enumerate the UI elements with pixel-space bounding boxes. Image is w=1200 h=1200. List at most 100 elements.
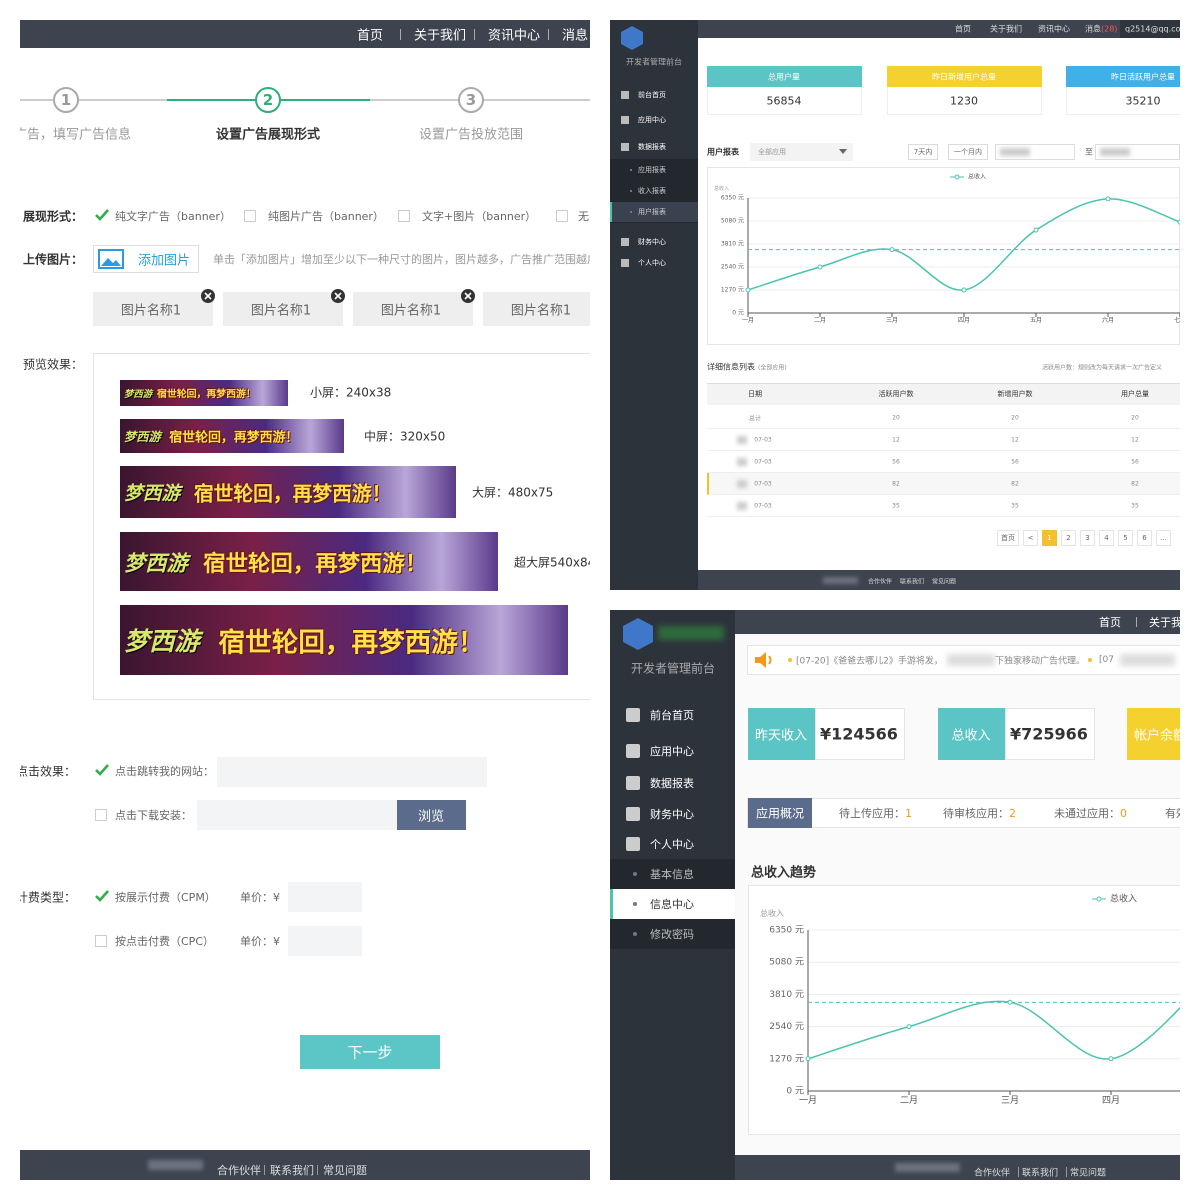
- footer-link[interactable]: 联系我们: [900, 578, 925, 586]
- stat-value: 1230: [950, 94, 978, 108]
- checkbox[interactable]: [244, 210, 256, 222]
- url-input[interactable]: [217, 757, 487, 787]
- menu-item[interactable]: 前台首页: [638, 91, 666, 99]
- nav-item[interactable]: 关于我们: [1149, 616, 1180, 629]
- page-button[interactable]: [1156, 530, 1171, 546]
- page-button[interactable]: [1080, 530, 1095, 546]
- checkbox[interactable]: [556, 210, 568, 222]
- nav-separator: [548, 29, 549, 40]
- table-cell: 07-03: [754, 436, 772, 444]
- status-item[interactable]: 有效: [1165, 805, 1180, 821]
- nav-item[interactable]: 关于我们: [990, 24, 1022, 34]
- menu-item[interactable]: 个人中心: [650, 838, 694, 851]
- browse-button[interactable]: 浏览: [397, 800, 466, 830]
- menu-item[interactable]: 数据报表: [638, 143, 666, 151]
- data-point: [961, 287, 967, 293]
- menu-item[interactable]: 财务中心: [638, 238, 666, 246]
- y-tick-label: 1270 元: [721, 287, 744, 294]
- page-button[interactable]: [1061, 530, 1076, 546]
- arrow: [839, 149, 847, 154]
- file-input[interactable]: [197, 800, 397, 830]
- menu-item[interactable]: 基本信息: [650, 868, 694, 881]
- nav-item[interactable]: 消息: [562, 28, 589, 44]
- nav-item[interactable]: 首页: [357, 28, 384, 44]
- price-input[interactable]: [288, 926, 362, 956]
- image-name-box: [93, 292, 213, 326]
- price-input[interactable]: [288, 882, 362, 912]
- overview-tab[interactable]: 应用概况: [748, 798, 812, 828]
- menu-item[interactable]: 应用报表: [638, 166, 666, 174]
- nav-item[interactable]: 消息(28): [1085, 24, 1117, 35]
- next-button[interactable]: 下一步: [300, 1035, 440, 1069]
- menu-item[interactable]: 用户报表: [638, 208, 666, 216]
- menu-icon: [621, 91, 629, 99]
- notice-blur: [1120, 654, 1175, 666]
- menu-item[interactable]: 个人中心: [638, 259, 666, 267]
- checkbox[interactable]: [95, 935, 107, 947]
- range-label: 7天内: [913, 148, 933, 156]
- range-button[interactable]: [908, 144, 938, 160]
- stat-value: ¥124566: [820, 724, 898, 744]
- footer-link[interactable]: 联系我们: [270, 1164, 314, 1177]
- menu-item[interactable]: 前台首页: [650, 709, 694, 722]
- step-number: 2: [262, 91, 274, 109]
- menu-item[interactable]: 应用中心: [638, 116, 666, 124]
- notice-blur: [947, 654, 995, 666]
- menu-item[interactable]: 应用中心: [650, 745, 694, 758]
- page-button[interactable]: [1042, 530, 1057, 546]
- stat-label: 昨天收入: [754, 728, 808, 744]
- menu-item[interactable]: 财务中心: [650, 808, 694, 821]
- footer-separator: [317, 1165, 318, 1175]
- range-button[interactable]: [948, 144, 988, 160]
- table-header-cell: 用户总量: [1121, 390, 1149, 398]
- page-button[interactable]: [1023, 530, 1038, 546]
- page-button[interactable]: [997, 530, 1019, 546]
- app-select[interactable]: 全部应用: [750, 143, 853, 161]
- nav-item[interactable]: 首页: [955, 24, 971, 34]
- data-point: [817, 264, 823, 270]
- nav-item[interactable]: 首页: [1099, 616, 1121, 629]
- page-button[interactable]: [1118, 530, 1133, 546]
- checkbox[interactable]: [398, 210, 410, 222]
- menu-icon: [626, 807, 640, 821]
- checkbox[interactable]: [95, 809, 107, 821]
- status-item[interactable]: 未通过应用：0: [1054, 805, 1127, 821]
- menu-icon: [621, 116, 629, 124]
- footer-link[interactable]: 联系我们: [1022, 1168, 1059, 1179]
- footer-link[interactable]: 常见问题: [323, 1164, 367, 1177]
- upload-button[interactable]: 添加图片: [93, 245, 199, 273]
- status-item[interactable]: 待审核应用：2: [943, 805, 1016, 821]
- nav-item[interactable]: 关于我们: [414, 28, 467, 44]
- menu-item[interactable]: 信息中心: [650, 898, 694, 911]
- date-input[interactable]: [995, 144, 1075, 160]
- stat-header: [707, 66, 862, 87]
- footer-link[interactable]: 常见问题: [1070, 1168, 1107, 1179]
- table-cell: 35: [1131, 502, 1139, 510]
- nav-item[interactable]: 资讯中心: [488, 28, 541, 44]
- banner-logo: 梦西游: [124, 482, 181, 505]
- menu-item[interactable]: 数据报表: [650, 777, 694, 790]
- nav-separator: [400, 29, 401, 40]
- y-tick-label: 2540 元: [769, 1022, 804, 1032]
- footer-link[interactable]: 合作伙伴: [974, 1168, 1011, 1179]
- page-button[interactable]: [1099, 530, 1114, 546]
- image-name-box: [223, 292, 343, 326]
- nav-item[interactable]: 资讯中心: [1038, 24, 1070, 34]
- menu-item[interactable]: 修改密码: [650, 928, 694, 941]
- menu-item[interactable]: 收入报表: [638, 187, 666, 195]
- page-button[interactable]: [1137, 530, 1152, 546]
- footer-link[interactable]: 常见问题: [932, 578, 957, 586]
- status-item[interactable]: 待上传应用：1: [839, 805, 912, 821]
- dashboard-screen: 首页 关于我们 资讯中心 消息(28) q2514@qq.com 开发者管理前台前台首页应…: [610, 20, 1180, 590]
- image-name: 图片名称1: [380, 303, 442, 319]
- banner-text: 宿世轮回，再梦西游！: [218, 627, 485, 659]
- footer-link[interactable]: 合作伙伴: [217, 1164, 261, 1177]
- footer-link[interactable]: 合作伙伴: [868, 578, 893, 586]
- table-row: [707, 429, 1180, 451]
- table-note: 活跃用户数：规则改为每天请求一次广告定义: [1042, 364, 1163, 372]
- overview-tab-label: 应用概况: [755, 806, 805, 821]
- date-input[interactable]: [1095, 144, 1180, 160]
- preview-size: 大屏：480x75: [472, 485, 554, 500]
- submenu-bullet: [630, 190, 632, 192]
- legend-dot: [1096, 896, 1102, 902]
